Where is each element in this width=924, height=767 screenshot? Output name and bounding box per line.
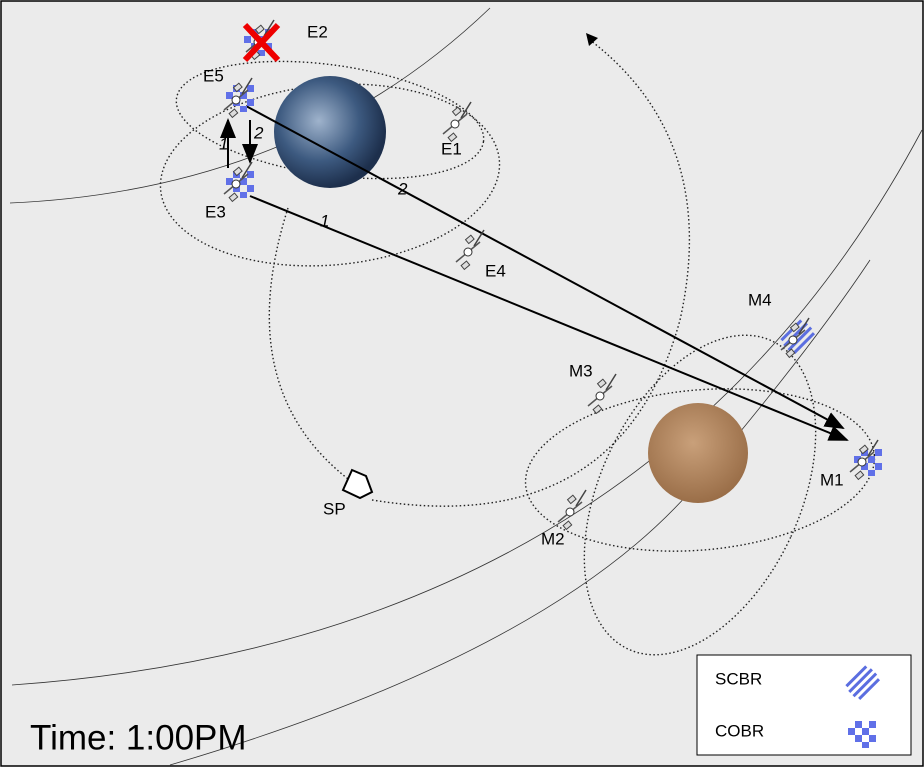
node-label: M4 [748, 290, 772, 309]
orbit [159, 83, 501, 267]
time-label: Time: 1:00PM [30, 718, 247, 757]
satellite-failed [242, 19, 281, 63]
orbit [175, 60, 485, 180]
node-label: SP [323, 499, 346, 518]
transfer-path [371, 39, 691, 507]
orbit [524, 388, 876, 552]
node-label: E3 [205, 202, 226, 221]
legend-label: SCBR [715, 669, 762, 688]
link-arrow [245, 105, 845, 429]
link-label: 2 [397, 179, 408, 198]
node-label: E5 [203, 66, 224, 85]
node-label: M2 [541, 529, 565, 548]
arrowhead [586, 33, 598, 46]
mars [648, 403, 748, 503]
link-label: 1 [320, 211, 329, 230]
transfer-path [268, 207, 353, 483]
spaceport [341, 468, 374, 500]
node-label: E1 [441, 139, 462, 158]
orbit [583, 334, 817, 656]
node-label: M3 [569, 361, 593, 380]
orbit-arc [11, 129, 923, 686]
node-label: E2 [307, 22, 328, 41]
earth [274, 76, 386, 188]
orbit-arc [169, 259, 871, 766]
legend: SCBR COBR [696, 654, 912, 756]
link-label: 2 [253, 123, 264, 142]
node-label: M1 [820, 470, 844, 489]
link-label: 1 [219, 134, 228, 153]
legend-label: COBR [715, 721, 764, 740]
orbit-arc [9, 7, 491, 204]
link-arrow [249, 195, 849, 441]
node-label: E4 [485, 261, 506, 280]
